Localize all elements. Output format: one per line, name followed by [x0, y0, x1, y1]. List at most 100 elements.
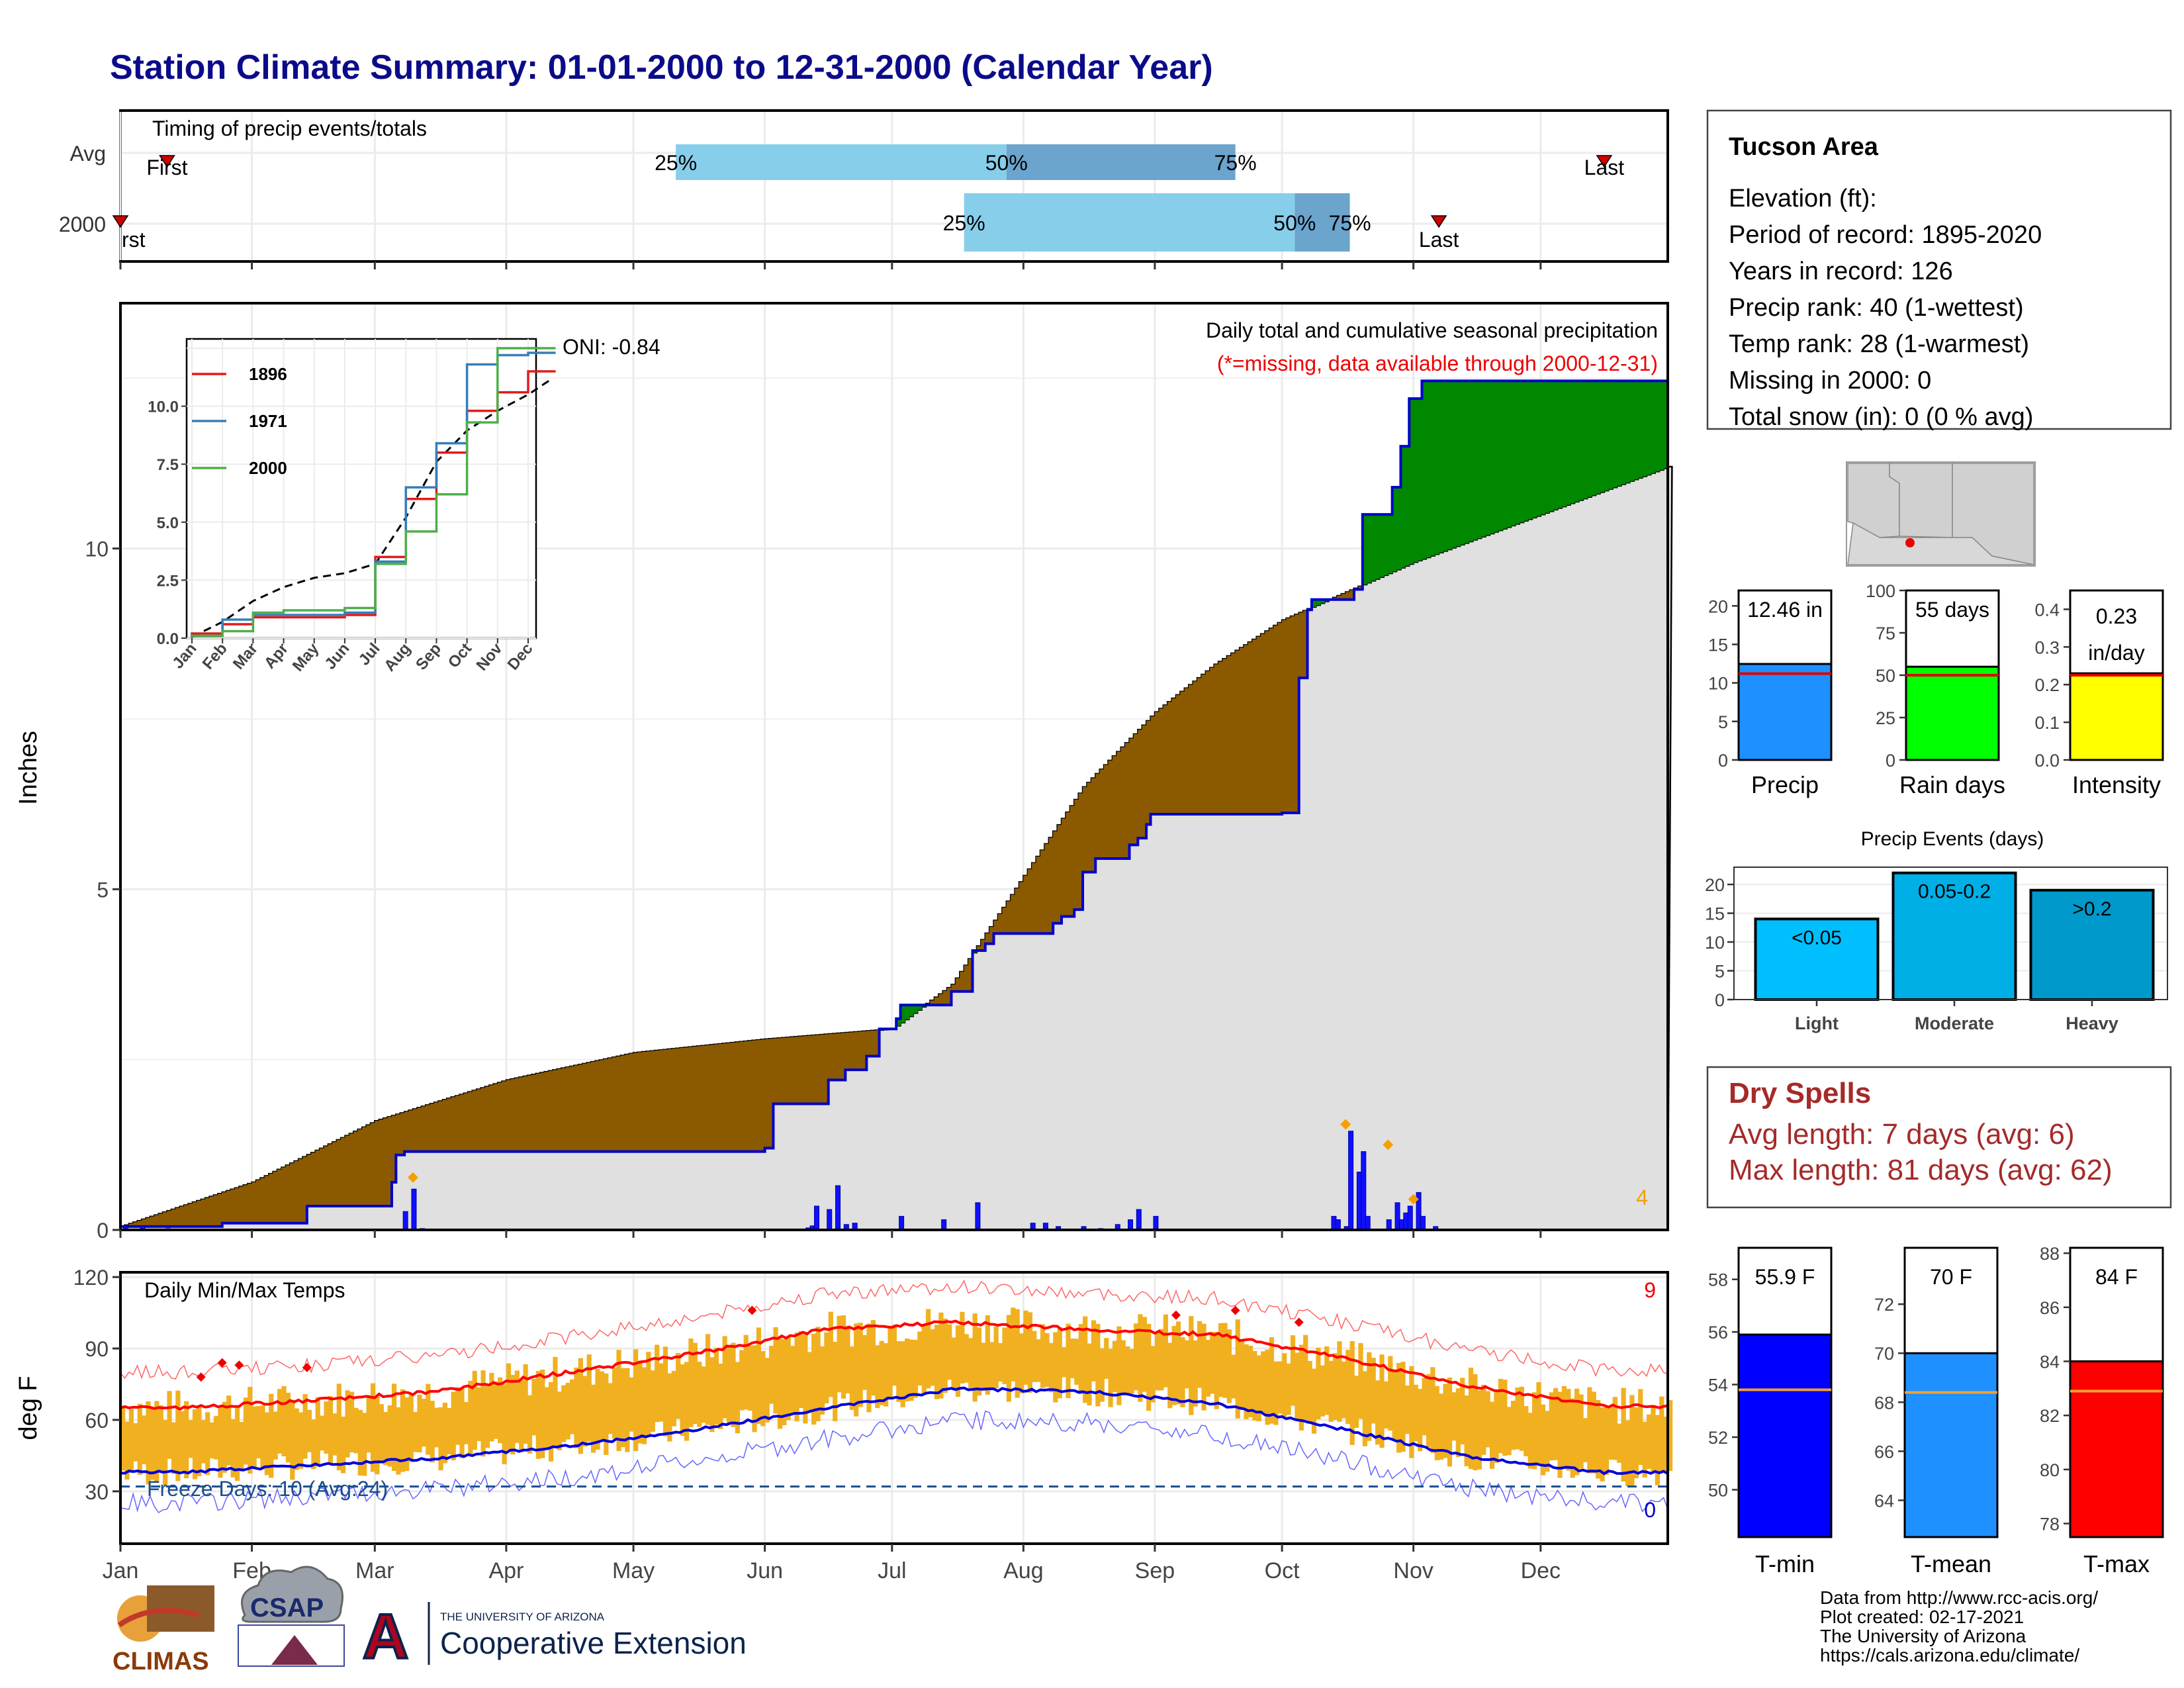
- daily-temp-range-bar: [760, 1351, 766, 1427]
- below-average-fill: [175, 1207, 181, 1227]
- below-average-fill: [722, 1043, 727, 1152]
- daily-temp-range-bar: [854, 1323, 859, 1417]
- daily-temp-range-bar: [179, 1411, 185, 1471]
- summary-bar-tick-label: 25: [1876, 708, 1895, 728]
- below-average-fill: [574, 1065, 579, 1152]
- timing-avg-p50-label: 50%: [985, 151, 1028, 175]
- events-title: Precip Events (days): [1861, 828, 2044, 850]
- above-average-fill: [1582, 381, 1588, 499]
- timing-avg-first-label: First: [146, 156, 187, 179]
- daily-temp-range-bar: [1116, 1326, 1122, 1405]
- daily-temp-range-bar: [862, 1335, 868, 1390]
- footer-line-university: The University of Arizona: [1820, 1626, 2026, 1646]
- below-average-fill: [942, 990, 948, 1006]
- above-average-fill: [1455, 381, 1461, 547]
- daily-temp-range-bar: [1629, 1395, 1635, 1486]
- daily-temp-range-bar: [421, 1399, 426, 1447]
- daily-temp-range-bar: [629, 1377, 634, 1432]
- below-average-fill: [430, 1103, 435, 1152]
- above-average-fill: [1604, 381, 1609, 491]
- events-bar-range: 0.05-0.2: [1918, 881, 1991, 903]
- daily-temp-range-bar: [484, 1384, 490, 1448]
- below-average-fill: [540, 1072, 545, 1152]
- below-average-fill: [1069, 806, 1075, 917]
- above-average-fill: [1600, 381, 1605, 492]
- daily-temp-range-bar: [1311, 1368, 1317, 1434]
- daily-temp-range-bar: [1062, 1346, 1067, 1378]
- above-average-fill: [1439, 381, 1444, 553]
- daily-temp-range-bar: [306, 1409, 312, 1452]
- below-average-fill: [1184, 688, 1189, 815]
- daily-temp-range-bar: [1290, 1335, 1296, 1406]
- daily-temp-range-bar: [633, 1349, 639, 1452]
- below-average-fill: [1248, 642, 1253, 815]
- daily-temp-range-bar: [794, 1333, 799, 1422]
- below-average-fill: [705, 1045, 710, 1152]
- below-average-fill: [167, 1211, 172, 1227]
- daily-precip-bar: [1386, 1219, 1392, 1231]
- daily-temp-range-bar: [1362, 1371, 1368, 1446]
- daily-temp-range-bar: [1175, 1321, 1181, 1405]
- daily-temp-range-bar: [561, 1385, 567, 1442]
- daily-temp-range-bar: [396, 1407, 401, 1475]
- daily-temp-range-bar: [332, 1413, 338, 1456]
- temp-panel: Daily Min/Max Temps deg F 9 0 Freeze Day…: [15, 1266, 1673, 1583]
- below-average-fill: [960, 972, 965, 992]
- below-average-fill: [1214, 664, 1219, 815]
- daily-temp-range-bar: [807, 1352, 812, 1412]
- below-average-fill: [697, 1046, 702, 1152]
- daily-temp-range-bar: [1638, 1389, 1643, 1466]
- temp-ytick-label: 60: [85, 1409, 109, 1432]
- below-average-fill: [1099, 769, 1105, 859]
- daily-temp-range-bar: [477, 1387, 482, 1442]
- above-average-fill: [1532, 381, 1537, 518]
- below-average-fill: [713, 1044, 719, 1152]
- below-average-fill: [1290, 616, 1295, 813]
- daily-temp-range-bar: [1477, 1390, 1482, 1470]
- timing-avg-last-label: Last: [1584, 156, 1625, 179]
- daily-temp-range-bar: [578, 1358, 583, 1454]
- daily-temp-range-bar: [786, 1337, 791, 1421]
- below-average-fill: [1095, 773, 1101, 859]
- below-average-fill: [1265, 631, 1270, 815]
- daily-temp-range-bar: [1154, 1331, 1160, 1391]
- below-average-fill: [426, 1105, 431, 1152]
- record-high-marker: [302, 1362, 312, 1372]
- daily-temp-range-bar: [1413, 1384, 1418, 1442]
- below-average-fill: [383, 1118, 388, 1206]
- daily-precip-bar: [1335, 1219, 1341, 1231]
- below-average-fill: [324, 1146, 329, 1206]
- daily-temp-range-bar: [1193, 1340, 1198, 1407]
- temp-bar-tick-label: 82: [2040, 1406, 2060, 1426]
- above-average-fill: [1545, 381, 1550, 513]
- below-average-fill: [1282, 620, 1287, 813]
- daily-temp-range-bar: [298, 1412, 304, 1469]
- daily-temp-range-bar: [845, 1325, 850, 1393]
- below-average-fill: [807, 1035, 812, 1104]
- below-average-fill: [1205, 671, 1210, 815]
- daily-temp-range-bar: [1150, 1346, 1156, 1403]
- daily-temp-range-bar: [900, 1341, 905, 1407]
- above-average-fill: [1621, 381, 1626, 485]
- daily-temp-range-bar: [311, 1419, 316, 1470]
- below-average-fill: [218, 1194, 223, 1227]
- below-average-fill: [379, 1119, 384, 1206]
- daily-temp-range-bar: [671, 1371, 676, 1427]
- below-average-fill: [192, 1202, 197, 1227]
- daily-temp-range-bar: [646, 1352, 651, 1436]
- timing-2000-p75-label: 75%: [1329, 211, 1371, 235]
- above-average-fill: [1524, 381, 1529, 521]
- above-average-fill: [900, 1005, 905, 1023]
- daily-temp-range-bar: [1099, 1348, 1105, 1402]
- daily-temp-range-bar: [1625, 1420, 1631, 1487]
- above-average-fill: [1591, 381, 1596, 496]
- below-average-fill: [1218, 661, 1224, 815]
- below-average-fill: [1189, 684, 1194, 815]
- daily-temp-range-bar: [997, 1342, 1003, 1382]
- daily-temp-range-bar: [527, 1395, 533, 1454]
- daily-temp-range-bar: [1095, 1324, 1101, 1407]
- dry-spells-frame: [1706, 1066, 2172, 1209]
- above-average-fill: [1561, 381, 1567, 507]
- below-average-fill: [197, 1201, 202, 1227]
